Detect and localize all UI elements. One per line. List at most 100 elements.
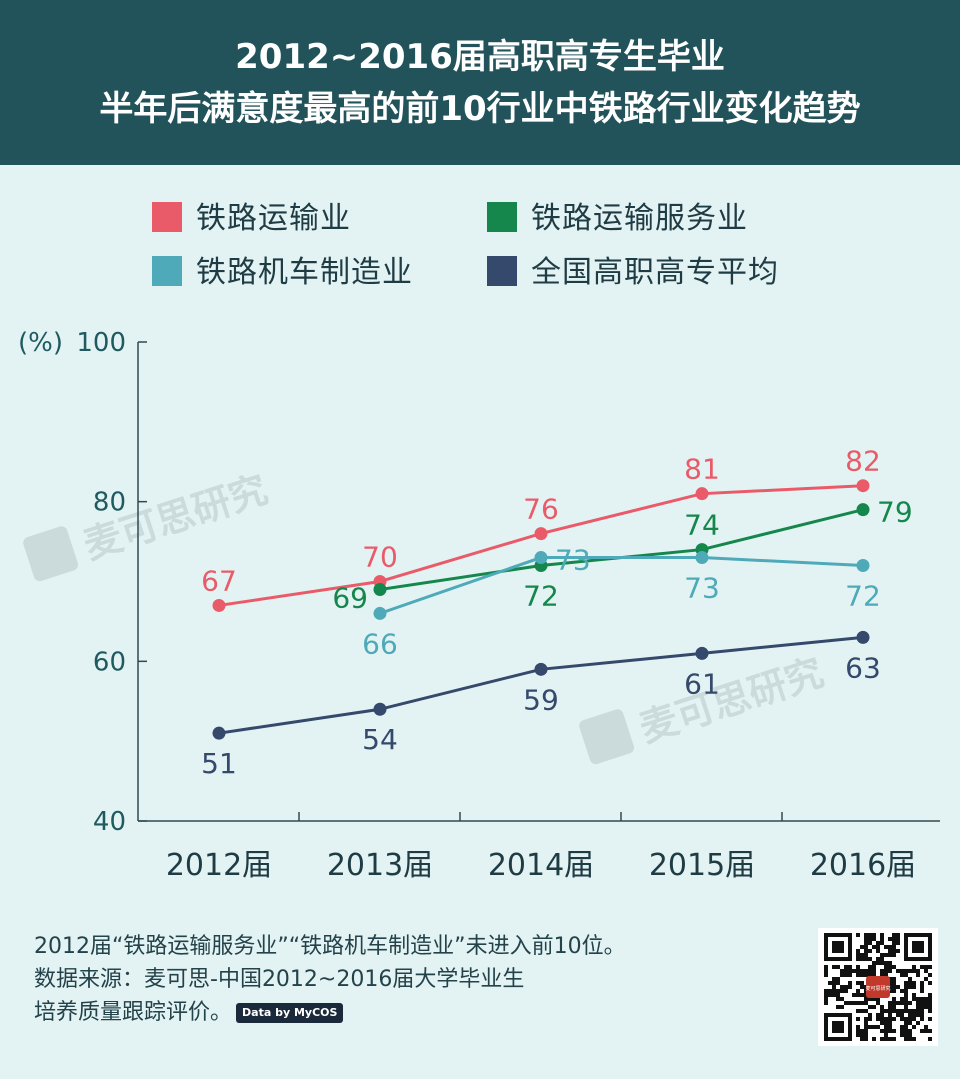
qr-module [868,973,872,977]
data-point [695,487,709,501]
qr-module [900,969,904,973]
qr-module [876,997,880,1001]
qr-module [904,973,908,977]
qr-module [888,1021,892,1025]
qr-module [908,1037,912,1041]
qr-module [880,937,884,941]
qr-module [840,969,844,973]
data-label: 72 [523,580,559,613]
qr-module [908,1021,912,1025]
data-label: 67 [201,564,237,597]
qr-module [888,1005,892,1009]
qr-module [844,973,848,977]
footnote-exclusion: 2012届“铁路运输服务业”“铁路机车制造业”未进入前10位。 [34,934,626,959]
qr-module [880,1013,884,1017]
data-label: 59 [523,683,559,716]
data-label: 73 [684,572,720,605]
qr-module [900,1017,904,1021]
qr-module [900,1013,904,1017]
qr-module [868,965,872,969]
qr-module [880,933,884,937]
qr-module [916,1001,920,1005]
qr-module [864,957,868,961]
qr-module [868,1017,872,1021]
qr-module [892,981,896,985]
qr-module [876,1001,880,1005]
qr-module [896,969,900,973]
qr-module [880,1029,884,1033]
series-group: 67 70 76 81 82 [201,445,881,612]
qr-module [892,985,896,989]
qr-module [880,1021,884,1025]
qr-module [872,969,876,973]
qr-module [860,973,864,977]
qr-module [896,941,900,945]
qr-module [856,989,860,993]
qr-module [908,1017,912,1021]
qr-module [856,1029,860,1033]
qr-module [920,989,924,993]
series-group: 69 72 74 79 [332,496,912,615]
qr-module [896,985,900,989]
qr-module [824,989,828,993]
qr-module [880,1005,884,1009]
qr-module [840,1005,844,1009]
qr-module [912,981,916,985]
qr-module [864,1033,868,1037]
qr-module [856,957,860,961]
qr-module [912,993,916,997]
y-tick-label: 80 [93,488,126,518]
qr-module [824,993,828,997]
x-tick-label: 2012届 [166,848,272,883]
qr-module [848,973,852,977]
qr-module [848,1001,852,1005]
x-tick-label: 2015届 [649,848,755,883]
footnote-source-tail: 培养质量跟踪评价。 [34,1000,233,1025]
data-label: 61 [684,667,720,700]
qr-module [868,957,872,961]
qr-module [928,965,932,969]
qr-module [860,945,864,949]
data-point [856,559,870,573]
qr-module [836,965,840,969]
qr-module [892,953,896,957]
x-tick-label: 2014届 [488,848,594,883]
qr-module [868,933,872,937]
legend-label: 全国高职高专平均 [531,255,779,290]
qr-module [916,1009,920,1013]
qr-module [848,969,852,973]
y-tick-label: 60 [93,647,126,677]
qr-module [912,985,916,989]
legend-swatch [487,256,517,286]
qr-module [924,977,928,981]
qr-module [836,977,840,981]
qr-module [864,1017,868,1021]
qr-module [864,933,868,937]
qr-module [892,945,896,949]
qr-module [924,969,928,973]
qr-module [912,1013,916,1017]
qr-module [852,993,856,997]
qr-module [912,1025,916,1029]
qr-module [868,1013,872,1017]
qr-code[interactable]: 麦可思研究 [818,928,938,1046]
data-point [856,630,870,644]
qr-module [828,993,832,997]
qr-module [892,949,896,953]
qr-module [904,993,908,997]
data-label: 69 [332,581,368,614]
qr-module [920,1029,924,1033]
qr-module [904,1029,908,1033]
qr-module [868,997,872,1001]
series-group: 51 54 59 61 63 [201,630,881,780]
qr-module [892,1001,896,1005]
data-point [373,606,387,620]
qr-module [844,965,848,969]
data-point [212,726,226,740]
qr-module [888,1025,892,1029]
qr-module [892,941,896,945]
qr-module [840,997,844,1001]
qr-module [908,977,912,981]
data-by-mycos-logo: Data by MyCOS [236,1003,344,1023]
